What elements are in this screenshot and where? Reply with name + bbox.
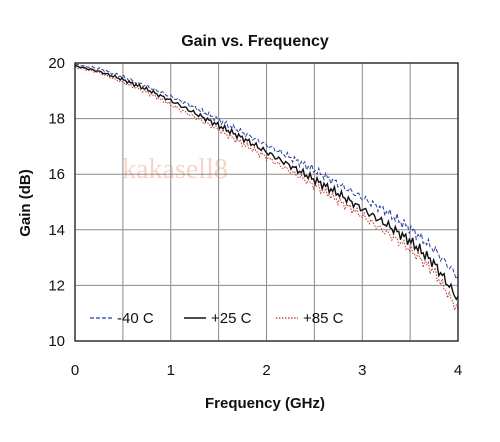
series-lines — [74, 63, 459, 312]
plot-area — [74, 62, 459, 342]
chart-title: Gain vs. Frequency — [181, 33, 329, 50]
y-axis-label: Gain (dB) — [17, 169, 34, 237]
y-tick-label: 10 — [48, 333, 65, 350]
x-axis-label: Frequency (GHz) — [205, 395, 325, 412]
series-line-3 — [74, 66, 459, 312]
x-tick-label: 3 — [358, 362, 366, 379]
series-line-1 — [74, 63, 459, 281]
legend-label: +25 C — [211, 310, 252, 327]
grid — [75, 63, 458, 341]
y-axis-ticks: 10 12 14 16 18 20 — [48, 55, 65, 350]
y-tick-label: 14 — [48, 222, 65, 239]
y-tick-label: 12 — [48, 277, 65, 294]
x-tick-label: 4 — [454, 362, 462, 379]
y-tick-label: 18 — [48, 111, 65, 128]
x-tick-label: 0 — [71, 362, 79, 379]
x-axis-ticks: 0 1 2 3 4 — [71, 362, 462, 379]
x-tick-label: 2 — [262, 362, 270, 379]
legend-label: +85 C — [303, 310, 344, 327]
watermark-text: kakasell8 — [122, 154, 228, 185]
series-line-2 — [74, 64, 459, 301]
x-tick-label: 1 — [167, 362, 175, 379]
y-tick-label: 20 — [48, 55, 65, 72]
legend-label: -40 C — [117, 310, 154, 327]
y-tick-label: 16 — [48, 166, 65, 183]
legend: -40 C +25 C +85 C — [90, 310, 344, 327]
